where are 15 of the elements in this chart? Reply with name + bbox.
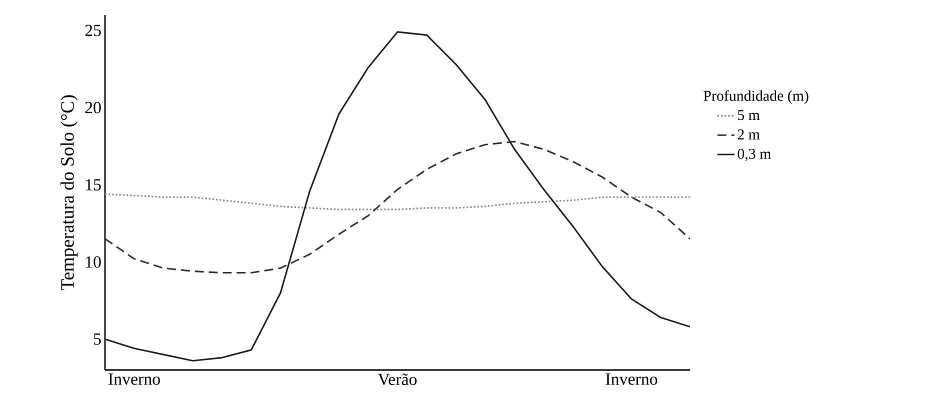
legend-label: 2 m bbox=[738, 129, 760, 140]
line-series bbox=[105, 31, 690, 362]
x-tick-label: Verão bbox=[378, 374, 417, 386]
legend-label: 0,3 m bbox=[738, 148, 771, 162]
line-series bbox=[105, 140, 690, 274]
x-tick-label: Inverno bbox=[108, 374, 160, 385]
y-tick-label: 15 bbox=[86, 179, 101, 190]
y-axis-title: Temperatura do Solo (°C) bbox=[60, 95, 78, 290]
y-tick-label: 25 bbox=[85, 24, 101, 36]
y-tick-label: 10 bbox=[86, 256, 101, 268]
y-tick-label: 20 bbox=[85, 102, 101, 114]
legend-label: 5 m bbox=[738, 110, 760, 120]
x-tick-label: Inverno bbox=[606, 374, 658, 385]
y-tick-label: 5 bbox=[94, 334, 101, 345]
legend-title: Profundidade (m) bbox=[704, 90, 808, 104]
